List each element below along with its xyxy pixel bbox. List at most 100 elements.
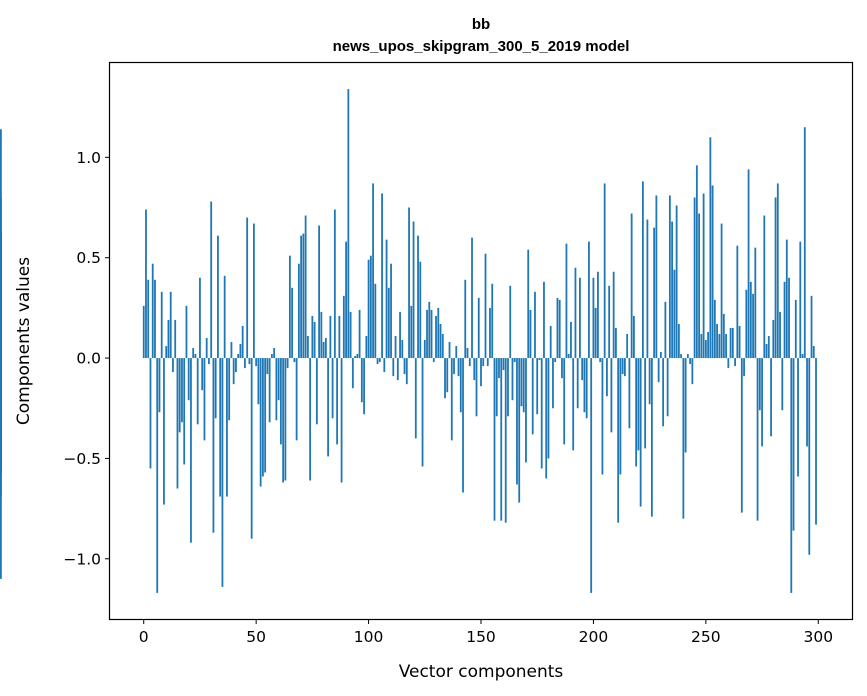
bar — [810, 295, 813, 359]
bar — [275, 358, 278, 421]
bar — [338, 315, 341, 359]
bar — [776, 183, 779, 359]
bar — [781, 358, 784, 411]
bar — [529, 309, 532, 359]
bar — [788, 277, 790, 359]
bar — [617, 358, 620, 523]
bar — [792, 358, 795, 531]
bar — [536, 358, 539, 415]
bar — [567, 354, 570, 359]
bar — [511, 358, 514, 401]
bar — [691, 358, 694, 385]
bar — [513, 358, 516, 363]
bar — [765, 344, 768, 359]
bar — [246, 217, 249, 359]
y-axis-ticks: −1.0 −0.5 0.0 0.5 1.0 — [63, 149, 110, 568]
bar — [812, 346, 815, 359]
y-tick-label: 1.0 — [76, 149, 101, 167]
bar — [628, 358, 631, 429]
bar — [446, 358, 449, 393]
bar — [273, 348, 276, 359]
bar — [522, 358, 525, 413]
bar — [684, 358, 687, 453]
bar — [803, 127, 806, 359]
bar — [165, 346, 168, 359]
bar — [183, 358, 186, 465]
bar — [558, 299, 561, 359]
bar — [313, 321, 316, 359]
bar — [731, 327, 734, 359]
bar — [480, 358, 482, 387]
bar — [185, 305, 188, 359]
bar — [482, 358, 485, 367]
bar — [576, 358, 579, 409]
bar — [277, 358, 280, 401]
bar — [603, 183, 606, 359]
bar — [284, 358, 287, 481]
bar — [498, 358, 500, 379]
bar — [194, 354, 197, 359]
bar — [239, 344, 242, 359]
bar — [516, 358, 518, 485]
bar — [801, 354, 804, 359]
bar — [729, 327, 732, 359]
bar — [462, 358, 464, 493]
bar — [367, 259, 370, 359]
bar — [297, 263, 300, 359]
bar — [806, 358, 808, 447]
bar — [624, 358, 626, 377]
bar — [450, 358, 453, 441]
bar — [264, 358, 267, 473]
bar — [698, 213, 700, 359]
bar — [376, 358, 379, 365]
bar — [680, 354, 683, 359]
bar — [561, 358, 563, 379]
bar — [471, 237, 473, 359]
bar — [675, 205, 678, 359]
bar — [410, 305, 413, 359]
bar — [230, 342, 233, 359]
bar — [453, 358, 455, 375]
bar — [722, 313, 725, 359]
bar — [237, 354, 240, 359]
x-tick-label: 300 — [803, 628, 833, 646]
bar — [653, 227, 656, 359]
bar — [259, 358, 262, 487]
bar — [448, 342, 451, 359]
bar — [538, 358, 541, 361]
bar — [385, 239, 388, 359]
bar — [543, 281, 545, 359]
bar — [0, 358, 2, 407]
bar — [549, 325, 552, 359]
bar — [232, 358, 235, 385]
bar — [477, 297, 480, 359]
bar — [210, 201, 213, 359]
bar — [626, 333, 629, 359]
bar — [579, 277, 581, 359]
bar — [270, 354, 273, 359]
bar — [747, 169, 750, 359]
bar — [799, 241, 802, 359]
bar — [468, 358, 471, 367]
bar — [320, 311, 323, 359]
bar — [633, 315, 635, 359]
bar — [441, 333, 444, 359]
bar — [540, 358, 543, 469]
x-tick-label: 150 — [466, 628, 496, 646]
bar — [641, 181, 644, 359]
bar — [304, 215, 307, 359]
bar — [565, 243, 568, 359]
x-tick-label: 50 — [246, 628, 266, 646]
bar — [423, 340, 426, 359]
bar — [738, 325, 741, 359]
bar — [158, 358, 161, 413]
bar — [556, 297, 559, 359]
bar — [491, 283, 494, 359]
bar — [203, 358, 206, 441]
bar — [693, 197, 696, 359]
bar — [756, 358, 759, 521]
bar — [655, 195, 658, 359]
bar — [779, 311, 781, 359]
bar — [572, 358, 575, 451]
bar — [736, 245, 739, 359]
